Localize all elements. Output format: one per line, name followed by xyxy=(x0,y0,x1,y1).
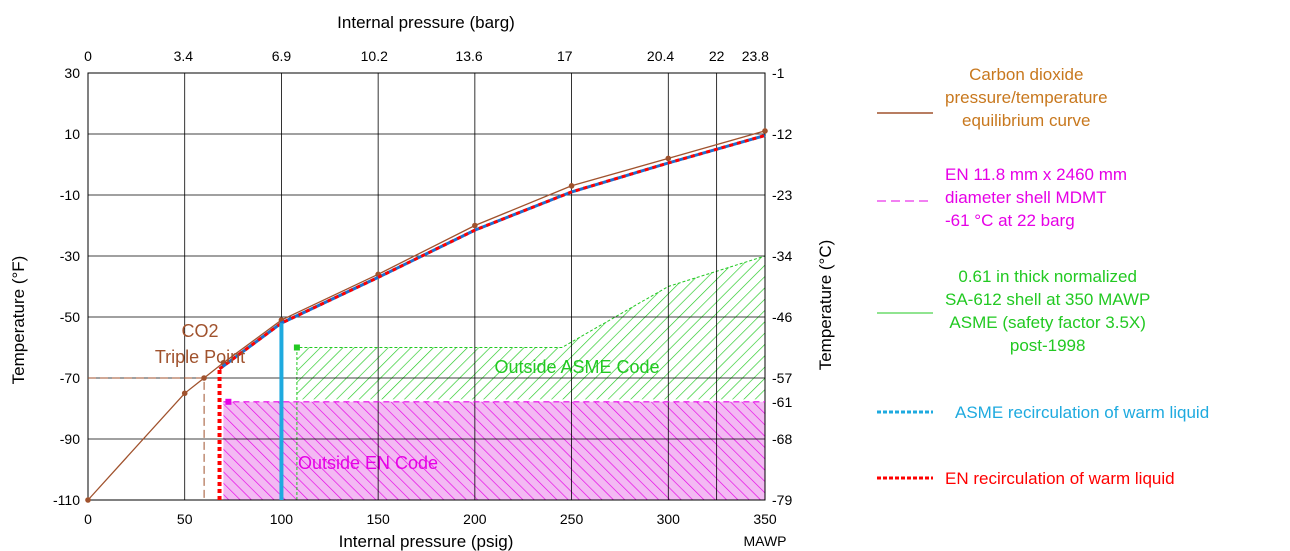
mawp-curve-red-dash xyxy=(218,134,766,371)
y2-tick-label: -23 xyxy=(772,187,792,203)
plot-frame xyxy=(87,72,766,501)
x2-tick-label: 10.2 xyxy=(361,48,388,64)
curves-layer xyxy=(85,128,768,503)
x-tick-label: 100 xyxy=(270,511,294,527)
y-tick-label: -70 xyxy=(60,370,80,386)
x2-tick-label: 0 xyxy=(84,48,92,64)
x2-axis-title: Internal pressure (barg) xyxy=(337,13,515,32)
x2-tick-label: 3.4 xyxy=(174,48,194,64)
triple-point-guide xyxy=(88,377,205,500)
legend-asme-recirc-swatch xyxy=(877,410,933,414)
y2-tick-label: -68 xyxy=(772,431,792,447)
legend-co2-swatch xyxy=(877,112,933,114)
asme-region-boundary xyxy=(296,255,766,500)
outside-en-label: Outside EN Code xyxy=(298,453,438,473)
ticks-layer: 0 50 100 150 200 250 300 3503010-10-30-50-70-90… xyxy=(53,48,792,527)
y2-tick-label: -46 xyxy=(772,309,792,325)
y-tick-label: -10 xyxy=(60,187,80,203)
x-tick-label: 350 xyxy=(753,511,777,527)
mawp-label: MAWP xyxy=(743,533,786,549)
co2-curve-point xyxy=(201,375,207,381)
co2-curve-point xyxy=(472,222,478,229)
legend-en-recirc-swatch xyxy=(877,476,933,480)
en-outside-region xyxy=(223,401,765,500)
x2-tick-label: 13.6 xyxy=(455,48,482,64)
legend-asme-text: 0.61 in thick normalized SA-612 shell at… xyxy=(945,267,1151,355)
co2-curve-point xyxy=(762,128,768,134)
triple-point-label-line2: Triple Point xyxy=(155,347,245,367)
y2-tick-label: -34 xyxy=(772,248,792,264)
x-tick-label: 300 xyxy=(657,511,681,527)
triple-point-label-line1: CO2 xyxy=(181,321,218,341)
y-tick-label: -50 xyxy=(60,309,80,325)
asme-outside-region xyxy=(296,256,765,400)
y-tick-label: 10 xyxy=(64,126,80,142)
legend-en-text: EN 11.8 mm x 2460 mm diameter shell MDMT… xyxy=(945,165,1128,230)
x-tick-label: 150 xyxy=(366,511,390,527)
y-tick-label: -110 xyxy=(53,492,80,508)
x-axis-title: Internal pressure (psig) xyxy=(339,532,514,551)
x-tick-label: 50 xyxy=(177,511,193,527)
legend-asme-recirc-text: ASME recirculation of warm liquid xyxy=(955,403,1210,422)
x2-tick-label: 6.9 xyxy=(272,48,292,64)
y2-tick-label: -12 xyxy=(772,126,792,142)
y2-tick-label: -1 xyxy=(772,65,785,81)
co2-curve-point xyxy=(568,183,575,189)
x2-tick-label: 17 xyxy=(557,48,573,64)
x2-tick-label: 22 xyxy=(709,48,725,64)
x2-tick-label: 20.4 xyxy=(647,48,674,64)
legend-co2-text: Carbon dioxide pressure/temperature equi… xyxy=(945,65,1108,130)
co2-curve-point xyxy=(665,155,672,162)
y-tick-label: -30 xyxy=(60,248,80,264)
y-tick-label: -90 xyxy=(60,431,80,447)
co2-curve-point xyxy=(181,390,188,397)
y2-tick-label: -61 xyxy=(772,394,792,410)
y2-tick-label: -79 xyxy=(772,492,792,508)
en-mdmt-marker xyxy=(225,398,232,405)
regions-layer xyxy=(223,255,766,500)
pressure-temperature-chart: 0 50 100 150 200 250 300 3503010-10-30-50-70-90… xyxy=(9,13,835,551)
legend-en-swatch xyxy=(877,200,933,202)
x-tick-label: 250 xyxy=(560,511,584,527)
asme-region-marker xyxy=(293,344,300,351)
y2-axis-title: Temperature (°C) xyxy=(816,240,835,371)
outside-asme-label: Outside ASME Code xyxy=(494,357,659,377)
legend-asme-swatch xyxy=(877,312,933,314)
x-tick-label: 200 xyxy=(463,511,487,527)
co2-curve-point xyxy=(85,497,91,503)
x-tick-label: 0 xyxy=(84,511,92,527)
legend-en-recirc-text: EN recirculation of warm liquid xyxy=(945,469,1175,488)
x2-tick-label: 23.8 xyxy=(742,48,769,64)
y-axis-title: Temperature (°F) xyxy=(9,256,28,385)
y-tick-label: 30 xyxy=(64,65,80,81)
y2-tick-label: -57 xyxy=(772,370,792,386)
co2-equilibrium-curve xyxy=(87,130,766,501)
